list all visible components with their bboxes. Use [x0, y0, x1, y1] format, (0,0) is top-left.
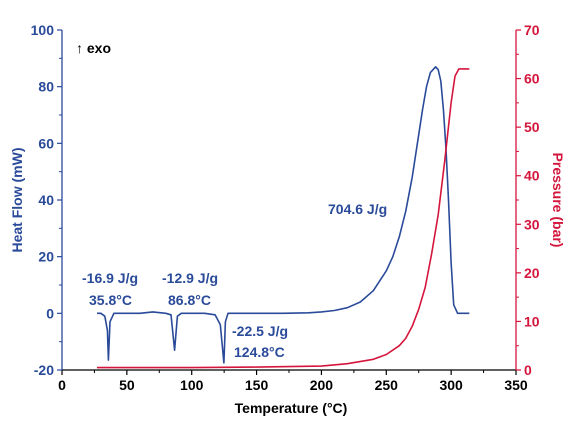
y2-tick-label: 0	[524, 362, 532, 378]
x-tick-label: 200	[310, 377, 334, 393]
peak3-energy-label: -22.5 J/g	[232, 323, 288, 339]
x-tick-label: 300	[439, 377, 463, 393]
y-axis-right: 0 10 20 30 40 50 60 70	[516, 22, 540, 378]
series-layer	[97, 66, 470, 369]
y2-tick-label: 10	[524, 313, 540, 329]
x-tick-label: 250	[375, 377, 399, 393]
x-tick-label: 50	[119, 377, 135, 393]
peak1-temp-label: 35.8°C	[89, 292, 132, 308]
peak3-temp-label: 124.8°C	[234, 344, 285, 360]
y-axis-left: -20 0 20 40 60 80 100	[31, 22, 62, 378]
pressure-line	[97, 68, 470, 369]
y-axis-left-title: Heat Flow (mW)	[9, 148, 25, 253]
y2-tick-label: 30	[524, 216, 540, 232]
y-tick-label: 40	[38, 192, 54, 208]
y-tick-label: 80	[38, 79, 54, 95]
y-tick-label: 0	[46, 305, 54, 321]
peak2-energy-label: -12.9 J/g	[162, 270, 218, 286]
y-tick-label: 20	[38, 249, 54, 265]
y2-tick-label: 70	[524, 22, 540, 38]
peak1-energy-label: -16.9 J/g	[82, 270, 138, 286]
x-axis-title: Temperature (°C)	[235, 400, 348, 416]
exo-annotation: ↑ exo	[76, 40, 111, 56]
y-axis-right-title: Pressure (bar)	[550, 153, 566, 248]
x-tick-label: 350	[504, 377, 528, 393]
x-tick-label: 100	[180, 377, 204, 393]
exotherm-energy-label: 704.6 J/g	[328, 201, 387, 217]
heat-flow-line	[97, 66, 470, 364]
y2-tick-label: 60	[524, 71, 540, 87]
peak2-temp-label: 86.8°C	[168, 292, 211, 308]
y2-tick-label: 40	[524, 168, 540, 184]
y-tick-label: -20	[34, 362, 54, 378]
y-tick-label: 100	[31, 22, 55, 38]
x-tick-label: 0	[58, 377, 66, 393]
y-tick-label: 60	[38, 135, 54, 151]
x-tick-label: 150	[245, 377, 269, 393]
y2-tick-label: 20	[524, 265, 540, 281]
y2-tick-label: 50	[524, 119, 540, 135]
x-axis: 0 50 100 150 200 250 300 350	[58, 370, 528, 393]
